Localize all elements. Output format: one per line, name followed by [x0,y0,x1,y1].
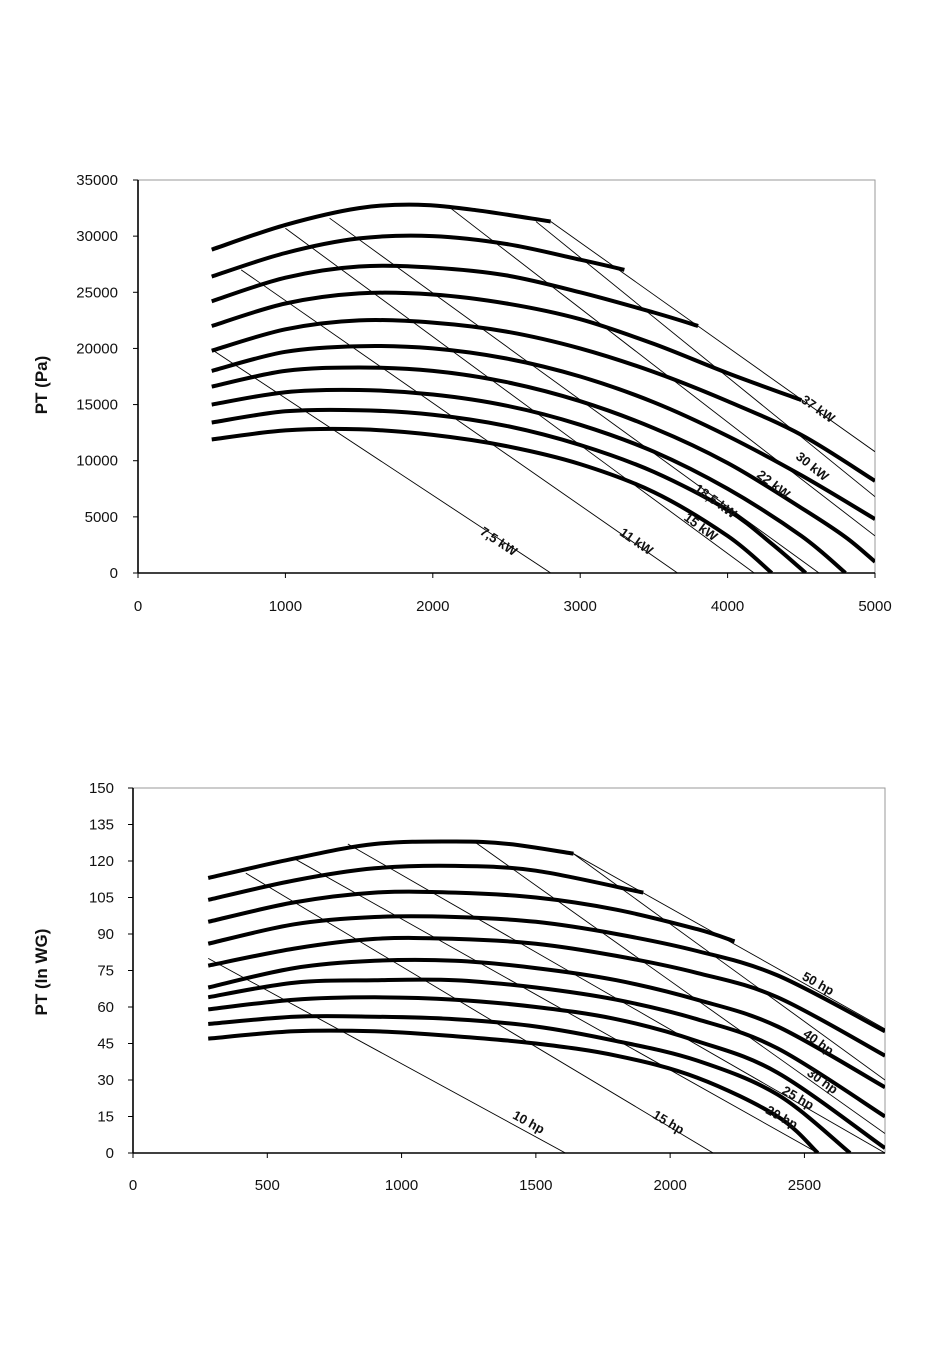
y-tick-label: 15 [97,1109,114,1126]
fan-curve [207,995,885,1150]
x-tick-label: 3000 [564,598,597,615]
power-line [285,227,755,573]
y-tick-label: 15000 [76,397,118,414]
power-line-label: 30 kW [793,449,832,485]
y-tick-label: 90 [97,926,114,943]
y-tick-label: 30000 [76,228,118,245]
x-tick-label: 2000 [416,598,449,615]
y-tick-label: 0 [106,1145,114,1162]
y-tick-label: 35000 [76,172,118,189]
power-line-label: 22 kW [754,467,793,502]
fan-curve [211,365,875,564]
power-line-label: 10 hp [510,1107,547,1136]
x-tick-label: 2000 [653,1177,686,1194]
y-tick-label: 105 [89,890,114,907]
fan-curve [207,914,885,1034]
power-line [573,853,885,1030]
x-tick-label: 0 [129,1177,137,1194]
power-line [535,221,875,497]
y-tick-label: 150 [89,780,114,797]
fan-curve [211,426,774,573]
power-line-label: 15 hp [650,1107,687,1137]
power-line-label: 15 kW [681,510,721,545]
x-tick-label: 4000 [711,598,744,615]
x-tick-label: 5000 [858,598,891,615]
fan-curve [207,957,885,1090]
y-tick-label: 20000 [76,340,118,357]
y-tick-label: 25000 [76,284,118,301]
fan-curve [211,263,699,328]
fan-curve [207,889,736,944]
fan-curve [211,202,551,252]
fan-curve [211,233,625,279]
fan-curve [208,1014,852,1153]
fan-curve [211,290,802,402]
power-line [347,843,885,1153]
power-line [293,858,819,1153]
power-line-label: 37 kW [798,392,838,426]
x-tick-label: 1500 [519,1177,552,1194]
fan-curve [208,1028,820,1153]
power-line [447,205,875,537]
fan-curve [211,387,847,573]
power-line [329,217,820,573]
x-tick-label: 2500 [788,1177,821,1194]
power-line-label: 40 hp [800,1026,836,1058]
power-line [207,957,566,1153]
chart-2-y-axis-title: PT (In WG) [32,929,51,1016]
power-line-label: 7,5 kW [477,524,520,560]
fan-curve [211,344,875,521]
fan-curve [211,407,808,573]
y-tick-label: 5000 [85,509,118,526]
power-line [240,269,678,573]
fan-curve [207,863,644,902]
power-line [573,853,885,1081]
y-tick-label: 30 [97,1072,114,1089]
power-line [550,221,875,453]
fan-curve [207,839,574,880]
chart-1-y-axis-title: PT (Pa) [32,356,51,415]
fan-curve [207,935,885,1058]
power-line [245,872,714,1153]
y-tick-label: 45 [97,1036,114,1053]
x-tick-label: 0 [134,598,142,615]
y-tick-label: 60 [97,999,114,1016]
y-tick-label: 0 [110,565,118,582]
power-line-label: 11 kW [617,525,656,559]
y-tick-label: 75 [97,963,114,980]
fan-curve [207,977,885,1119]
chart-1: PT (Pa) 05000100001500020000250003000035… [32,172,892,615]
x-tick-label: 500 [255,1177,280,1194]
y-tick-label: 10000 [76,453,118,470]
y-tick-label: 120 [89,853,114,870]
x-tick-label: 1000 [385,1177,418,1194]
power-line [473,841,885,1134]
fan-curve [211,317,875,483]
y-tick-label: 135 [89,817,114,834]
power-line [211,349,551,573]
x-tick-label: 1000 [269,598,302,615]
